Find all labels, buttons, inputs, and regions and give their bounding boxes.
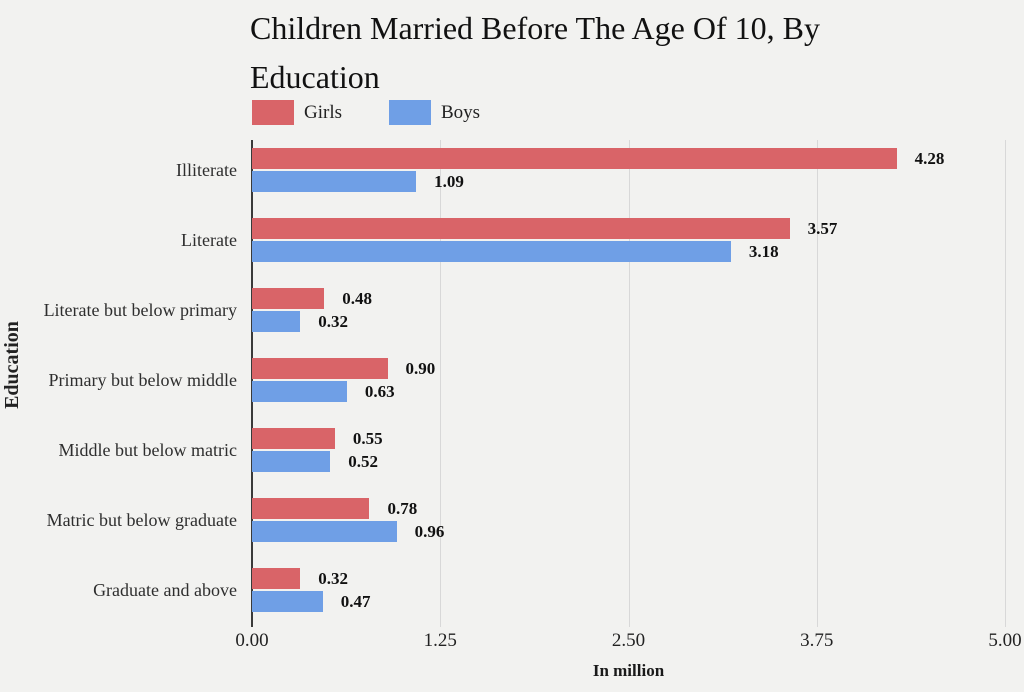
legend-item-boys: Boys: [389, 100, 480, 125]
girls-bar-row: 0.55: [252, 428, 1005, 449]
girls-bar-row: 0.90: [252, 358, 1005, 379]
value-label: 0.32: [318, 311, 348, 331]
girls-bar-row: 0.32: [252, 568, 1005, 589]
legend: Girls Boys: [252, 100, 480, 125]
gridline: [1005, 140, 1006, 627]
category-label: Literate: [181, 229, 237, 250]
girls-bar-row: 4.28: [252, 148, 1005, 169]
boys-bar: [252, 521, 397, 542]
girls-bar: [252, 428, 335, 449]
boys-bar-row: 3.18: [252, 241, 1005, 262]
value-label: 3.18: [748, 241, 779, 261]
girls-bar-row: 0.48: [252, 288, 1005, 309]
value-label: 0.78: [387, 498, 418, 518]
boys-bar-row: 0.63: [252, 381, 1005, 402]
legend-label: Girls: [304, 101, 342, 123]
girls-bar: [252, 498, 370, 519]
boys-bar-row: 0.52: [252, 451, 1005, 472]
boys-bar-row: 0.96: [252, 521, 1005, 542]
girls-bar: [252, 568, 301, 589]
value-label: 3.57: [807, 218, 838, 238]
x-tick-label: 5.00: [988, 630, 1022, 651]
x-tick-label: 2.50: [611, 630, 646, 651]
chart-title: Children Married Before The Age Of 10, B…: [250, 10, 820, 95]
boys-bar: [252, 311, 301, 332]
value-label: 1.09: [434, 171, 464, 191]
gridline: [440, 140, 442, 627]
category-label: Illiterate: [176, 159, 237, 180]
value-label: 0.48: [342, 288, 373, 308]
category-label: Middle but below matric: [58, 439, 237, 460]
category-label: Primary but below middle: [48, 369, 237, 390]
girls-bar: [252, 218, 790, 239]
category-label: Matric but below graduate: [46, 509, 237, 530]
value-label: 0.96: [414, 521, 445, 541]
plot-area: 4.28 1.09 3.57 3.18 0.48 0.32 0.90 0.63 0.55 0.52…: [251, 140, 1006, 627]
value-label: 0.47: [340, 591, 371, 611]
x-axis-tick-labels: 0.00 1.25 2.50 3.75 5.00: [235, 630, 1021, 654]
value-label: 0.90: [405, 358, 436, 378]
x-tick-label: 3.75: [800, 630, 834, 651]
value-label: 0.55: [352, 428, 383, 448]
boys-bar-row: 1.09: [252, 171, 1005, 192]
value-label: 0.52: [348, 451, 379, 471]
girls-bar: [252, 148, 897, 169]
x-tick-label: 0.00: [235, 630, 269, 651]
boys-bar: [252, 381, 347, 402]
value-label: 4.28: [914, 148, 945, 168]
boys-bar: [252, 241, 731, 262]
girls-bar-row: 3.57: [252, 218, 1005, 239]
gridline: [816, 140, 818, 627]
girls-bar: [252, 358, 388, 379]
girls-bar: [252, 288, 325, 309]
boys-bar: [252, 591, 323, 612]
x-axis-title: In million: [592, 661, 665, 680]
category-label: Graduate and above: [93, 579, 237, 600]
legend-label: Boys: [441, 101, 481, 123]
boys-bar-row: 0.47: [252, 591, 1005, 612]
legend-swatch-boys: [389, 100, 431, 125]
legend-swatch-girls: [252, 100, 294, 125]
value-label: 0.63: [364, 381, 395, 401]
legend-item-girls: Girls: [252, 100, 342, 125]
category-label: Literate but below primary: [43, 299, 237, 320]
boys-bar-row: 0.32: [252, 311, 1005, 332]
category-axis-labels: Illiterate Literate Literate but below pri…: [0, 140, 242, 620]
x-tick-label: 1.25: [423, 630, 457, 651]
boys-bar: [252, 451, 331, 472]
gridline: [628, 140, 630, 627]
girls-bar-row: 0.78: [252, 498, 1005, 519]
value-label: 0.32: [318, 568, 348, 588]
boys-bar: [252, 171, 417, 192]
